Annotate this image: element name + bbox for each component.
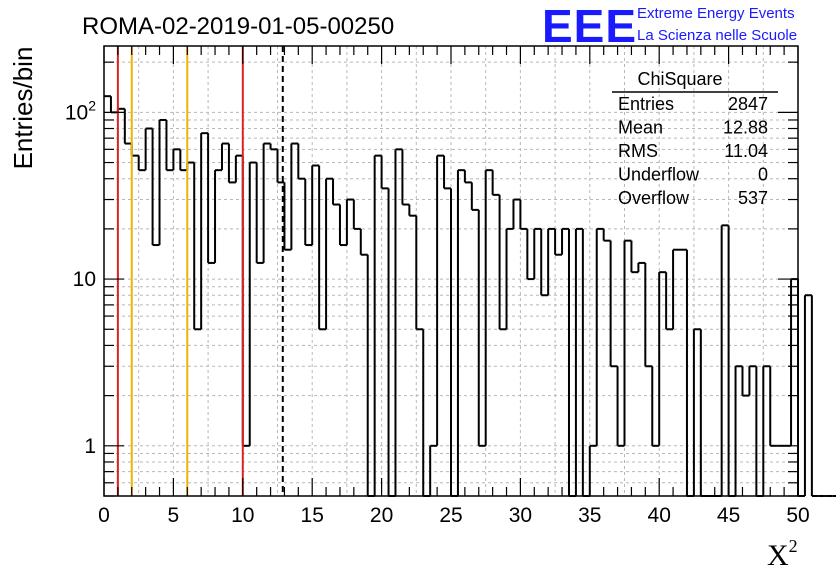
- y-tick-label: 102: [65, 97, 96, 124]
- x-tick-label: 15: [301, 504, 324, 527]
- x-tick-label: 50: [786, 504, 809, 527]
- stats-value: 0: [758, 165, 768, 185]
- chart-title: ROMA-02-2019-01-05-00250: [82, 13, 394, 40]
- stats-value: 2847: [728, 94, 768, 114]
- y-axis-label: Entries/bin: [8, 47, 38, 170]
- x-axis-label: X2: [767, 536, 798, 572]
- x-tick-label: 30: [509, 504, 532, 527]
- x-tick-label: 10: [231, 504, 254, 527]
- stats-label: Mean: [618, 118, 663, 138]
- stats-label: Underflow: [618, 165, 700, 185]
- grid: [104, 46, 798, 496]
- eee-logo-line2: La Scienza nelle Scuole: [637, 27, 797, 44]
- x-tick-label: 5: [168, 504, 180, 527]
- x-tick-labels: 0 5 10 15 20 25 30 35 40 45 50: [98, 504, 810, 527]
- stats-rows: Entries 2847 Mean 12.88 RMS 11.04 Underflow 0 Ov…: [618, 94, 768, 208]
- stats-label: Entries: [618, 94, 674, 114]
- x-tick-label: 35: [578, 504, 601, 527]
- x-tick-label: 45: [717, 504, 740, 527]
- stats-label: Overflow: [618, 188, 690, 208]
- stats-value: 11.04: [724, 141, 768, 161]
- eee-logo-line1: Extreme Energy Events: [637, 5, 795, 22]
- x-tick-label: 40: [648, 504, 671, 527]
- eee-logo: EEE Extreme Energy Events La Scienza nel…: [542, 0, 797, 52]
- stats-value: 537: [738, 188, 768, 208]
- y-tick-label: 1: [84, 435, 96, 458]
- y-tick-labels: 1 10 102: [65, 97, 96, 457]
- eee-logo-text: EEE: [542, 0, 637, 52]
- x-tick-label: 25: [439, 504, 462, 527]
- x-axis-label-base: X: [767, 539, 789, 572]
- x-tick-label: 20: [370, 504, 393, 527]
- y-tick-label: 10: [73, 268, 96, 291]
- x-tick-label: 0: [98, 504, 110, 527]
- vertical-markers: [116, 46, 284, 496]
- stats-label: RMS: [618, 141, 658, 161]
- stats-value: 12.88: [723, 118, 768, 138]
- x-axis-label-sup: 2: [789, 536, 798, 556]
- axes: [103, 45, 799, 497]
- stats-box: ChiSquare Entries 2847 Mean 12.88 RMS 11.04 Un…: [612, 69, 778, 208]
- stats-title: ChiSquare: [637, 69, 722, 89]
